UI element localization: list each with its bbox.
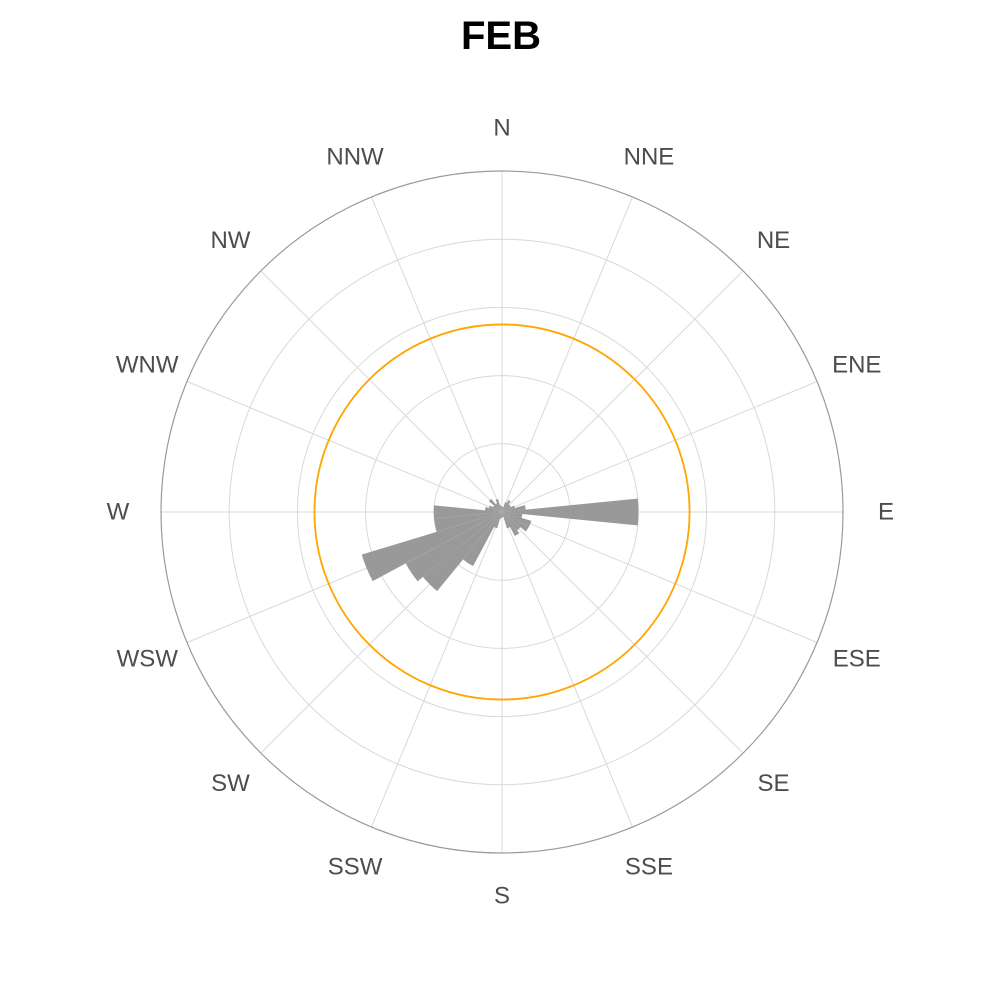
grid-spoke [501,511,633,828]
rose-bar [502,505,516,512]
rose-bar [488,505,502,512]
rose-bar [463,512,502,567]
rose-bar [502,512,521,531]
direction-label: SW [211,770,250,797]
direction-labels: N NNE NE ENE E ESE SE SSE S SSW SW WSW W WNW NW NNW [107,115,894,910]
rose-bar [502,512,523,518]
rose-bar [422,512,502,592]
bars-layer [361,498,639,592]
rose-bar [500,512,502,519]
rose-bar [502,505,526,512]
grid-spoke [501,270,744,513]
grid-spoke [371,196,503,513]
rose-bar [492,505,502,512]
rose-bar [502,512,511,529]
rose-bar [433,505,502,519]
rose-bar [502,499,511,512]
grid-spoke [371,511,503,828]
grid-spoke [186,381,503,513]
reference-circle [313,323,691,701]
direction-label: WSW [117,645,179,672]
rose-bar [502,504,510,512]
rose-bar [502,512,530,532]
direction-label: NW [210,227,250,254]
rose-bar [361,512,502,582]
direction-label: E [878,499,894,526]
rose-bar [502,512,520,537]
grid-spoke [501,196,633,513]
direction-label: W [107,499,130,526]
rose-bar [488,498,502,512]
rose-bar [502,512,532,527]
direction-label: SE [758,770,790,797]
outer-circle [160,170,844,854]
grid-spoke [501,511,744,754]
direction-label: SSW [328,853,383,880]
reference-layer [313,323,691,701]
rose-bar [405,512,502,582]
rose-bar [502,502,507,512]
grid-spoke [501,381,818,513]
direction-label: SSE [625,853,673,880]
rose-bar [485,507,502,512]
grid-spoke [501,511,818,643]
rose-bar [502,498,639,526]
rose-bar [434,512,502,532]
rose-bar [495,502,502,512]
rose-bar [501,512,503,518]
grid-spoke [260,270,503,513]
direction-label: WNW [116,352,179,379]
direction-label: N [493,115,510,142]
rose-bar [495,498,502,512]
direction-label: NE [757,227,790,254]
direction-label: ENE [832,352,881,379]
rose-bar [501,506,503,512]
direction-label: ESE [833,645,881,672]
direction-label: NNW [326,144,384,171]
direction-label: NNE [624,144,675,171]
rose-bar [500,505,502,512]
direction-label: S [494,883,510,910]
rose-bar [493,512,502,529]
rose-bar [502,512,504,518]
rose-bar [502,505,512,512]
chart-title: FEB [461,14,541,58]
rose-bar [502,506,504,512]
